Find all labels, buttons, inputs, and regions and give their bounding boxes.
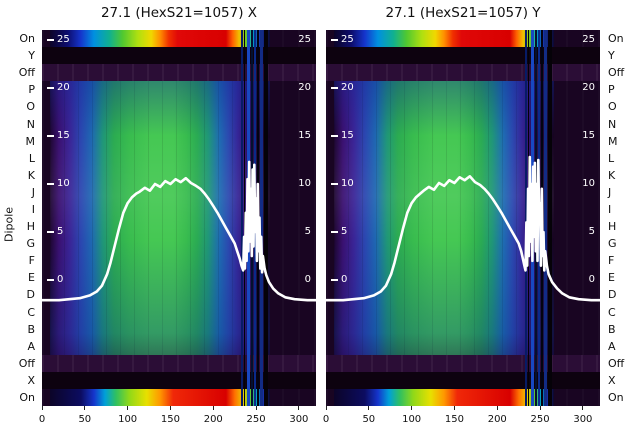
axis-row-label: D [26,288,35,302]
heatmap-plot-x: 25 25 20 20 15 15 10 10 5 5 0 0 0 50 100 150 200 250 300 [39,30,316,425]
x-tick-mark [41,406,43,410]
axis-row-label: F [28,254,35,268]
axis-row-label: L [608,151,615,165]
x-tick-label: 250 [246,414,266,425]
heatmap-plot-y: 25 25 20 20 15 15 10 10 5 5 0 0 0 50 100 150 200 250 300 [323,30,600,425]
axis-row-label: K [608,168,616,182]
heatmap-central-block [50,81,270,355]
x-tick-label: 100 [118,414,138,425]
x-tick-mark [411,406,413,410]
on-row-band-top [50,30,270,48]
axis-row-label: D [608,288,617,302]
x-tick-mark [582,406,584,410]
response-curve-svg [326,155,600,302]
x-tick-label: 150 [444,414,464,425]
axis-row-label: E [608,271,615,285]
x-tick-mark [84,406,86,410]
response-curve [42,160,316,302]
x-tick-mark [453,406,455,410]
x-tick-mark [496,406,498,410]
axis-row-label: C [27,305,35,319]
heatmap-central-block [334,81,554,355]
dropout-stripe [525,30,527,406]
dropout-stripe [241,30,243,406]
axis-row-label: Off [18,356,35,370]
axis-row-label: N [26,117,35,131]
axis-row-label: On [608,391,624,405]
dropout-stripe [544,30,547,406]
x-tick-label: 200 [203,414,223,425]
axis-row-label: A [608,339,616,353]
axis-row-label: K [27,168,35,182]
x-axis: 0 50 100 150 200 250 300 [323,406,600,440]
axis-row-label: P [608,83,615,97]
x-tick-mark [325,406,327,410]
x-tick-label: 0 [38,414,46,425]
x-tick-label: 50 [78,414,92,425]
x-tick-mark [169,406,171,410]
axis-row-label: On [19,391,35,405]
axis-row-label: Y [608,49,615,63]
axis-row-label: Y [28,49,35,63]
plot-title-x: 27.1 (HexS21=1057) X [100,5,258,21]
x-tick-mark [212,406,214,410]
axis-row-label: L [28,151,35,165]
x-tick-label: 250 [530,414,550,425]
axis-row-label: O [26,100,35,114]
axis-row-label: G [26,237,35,251]
row-label-column-left: On Y Off P O N M L K J I H G F E D C B A Off X On [0,30,38,406]
axis-row-label: N [608,117,617,131]
x-tick-label: 50 [362,414,376,425]
x-tick-label: 0 [322,414,330,425]
axis-row-label: Off [608,66,625,80]
axis-row-label: M [25,134,36,148]
axis-row-label: E [28,271,35,285]
axis-row-label: A [27,339,35,353]
dropout-stripe [548,30,552,406]
row-label-column-right: On Y Off P O N M L K J I H G F E D C B A Off X On [605,30,640,406]
axis-row-label: P [28,83,35,97]
axis-row-label: Off [608,356,625,370]
axis-row-label: J [608,185,612,199]
axis-row-label: O [608,100,617,114]
x-axis: 0 50 100 150 200 250 300 [39,406,316,440]
plot-title-y: 27.1 (HexS21=1057) Y [385,5,541,21]
response-curve [326,155,600,302]
on-row-band-bottom [334,388,554,406]
axis-row-label: X [27,373,35,387]
axis-row-label: B [608,322,616,336]
axis-row-label: Off [18,66,35,80]
x-tick-mark [127,406,129,410]
x-tick-label: 300 [573,414,593,425]
axis-row-label: C [608,305,616,319]
response-curve-svg [42,160,316,302]
axis-row-label: J [31,185,35,199]
dropout-stripe [264,30,268,406]
x-tick-label: 150 [160,414,180,425]
axis-row-label: I [31,202,35,216]
axis-row-label: I [608,202,612,216]
axis-row-label: F [608,254,615,268]
axis-row-label: On [608,32,624,46]
x-tick-label: 300 [289,414,309,425]
dropout-stripe [260,30,263,406]
x-tick-mark [298,406,300,410]
x-tick-label: 200 [487,414,507,425]
axis-row-label: H [26,220,35,234]
on-row-band-top [334,30,554,48]
axis-row-label: H [608,220,617,234]
on-row-band-bottom [50,388,270,406]
x-tick-mark [368,406,370,410]
x-tick-label: 100 [402,414,422,425]
axis-row-label: On [19,32,35,46]
axis-row-label: G [608,237,617,251]
x-tick-mark [539,406,541,410]
x-tick-mark [255,406,257,410]
axis-row-label: M [608,134,618,148]
axis-row-label: X [608,373,616,387]
axis-row-label: B [27,322,35,336]
